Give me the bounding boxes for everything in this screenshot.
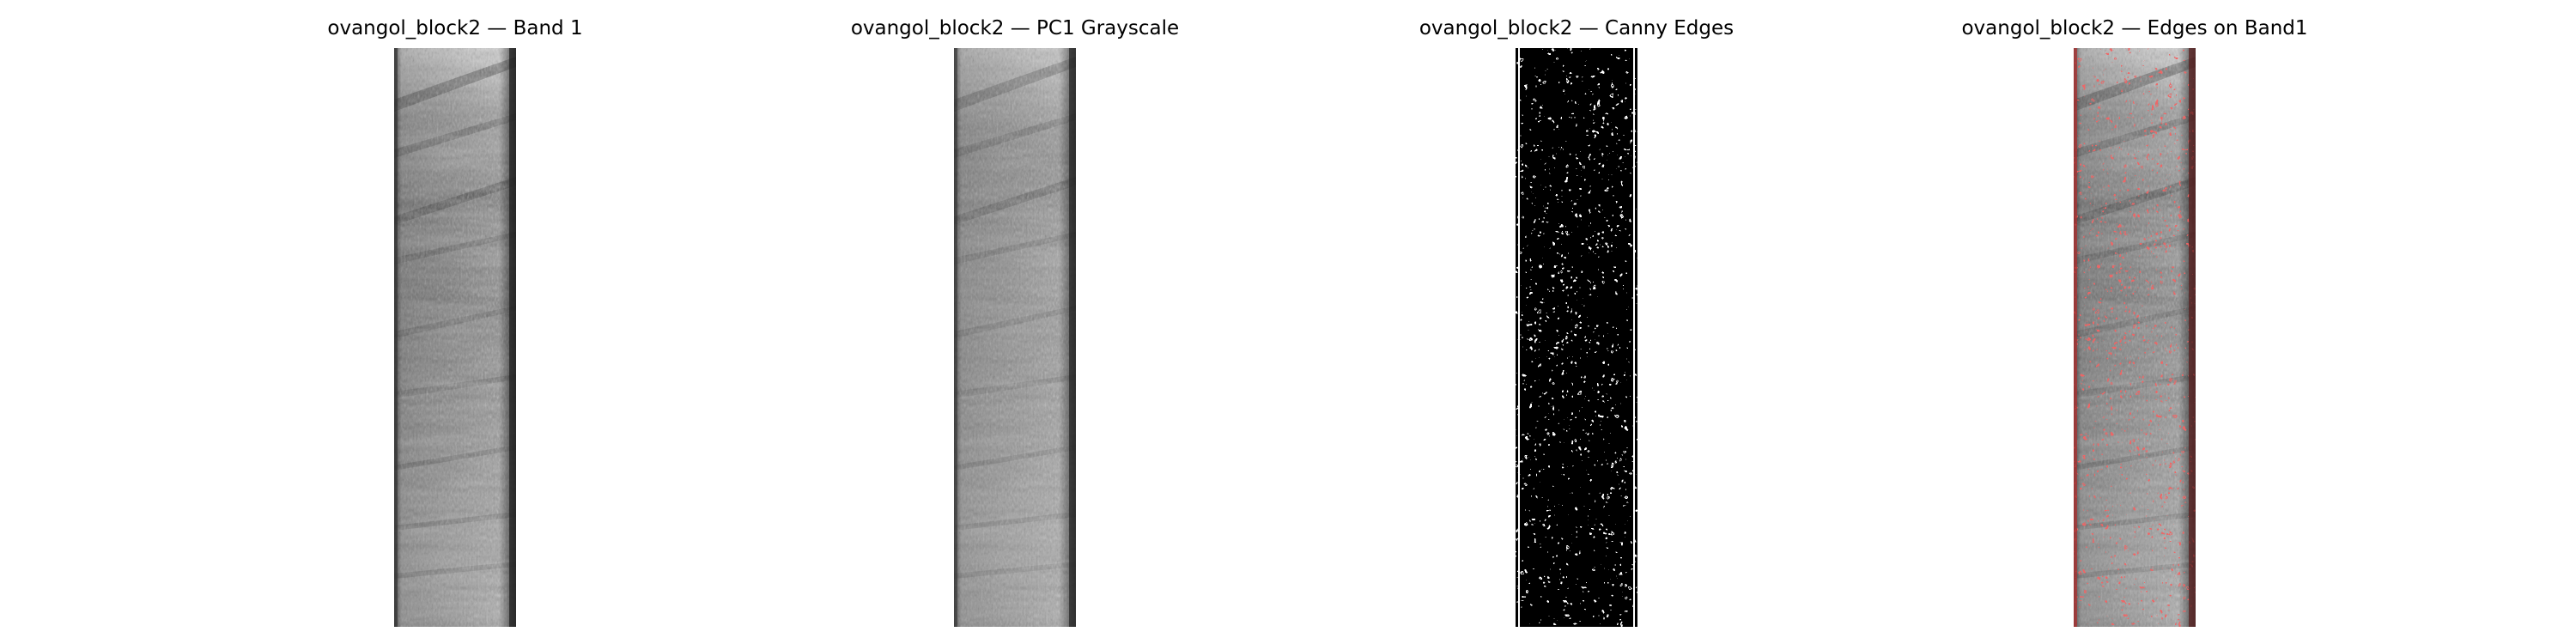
pc1-grayscale-image: [954, 48, 1076, 627]
canny-edges-image: [1516, 48, 1637, 627]
panel-title-pc1: ovangol_block2 — PC1 Grayscale: [850, 17, 1180, 39]
band1-image: [394, 48, 516, 627]
panel-title-band1: ovangol_block2 — Band 1: [327, 17, 583, 39]
edges-on-band1-image: [2074, 48, 2196, 627]
panel-title-canny: ovangol_block2 — Canny Edges: [1419, 17, 1735, 39]
panel-title-overlay: ovangol_block2 — Edges on Band1: [1961, 17, 2308, 39]
